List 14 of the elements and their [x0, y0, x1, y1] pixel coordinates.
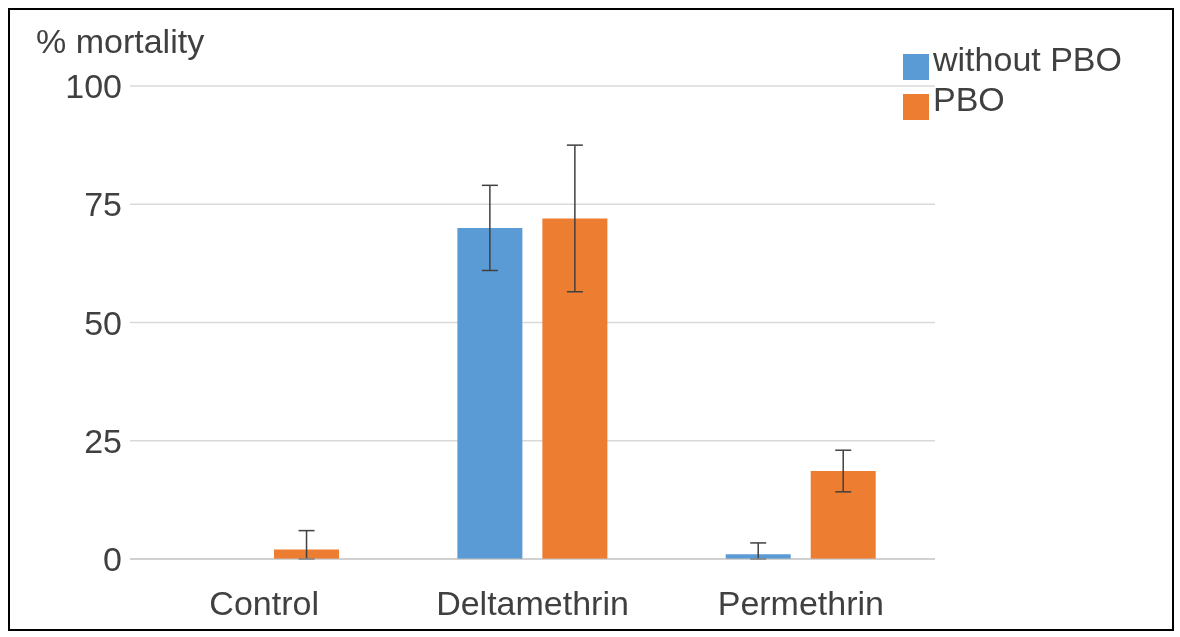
bar	[457, 227, 523, 559]
y-tick-label: 75	[84, 185, 122, 224]
legend-label: PBO	[933, 79, 1005, 118]
y-tick-label: 100	[65, 67, 122, 106]
bar	[810, 471, 876, 559]
legend-label: without PBO	[933, 40, 1122, 78]
bar	[542, 218, 608, 559]
x-tick-label: Control	[209, 584, 319, 623]
y-tick-label: 25	[84, 421, 122, 460]
x-tick-label: Permethrin	[717, 584, 884, 623]
y-axis-title: % mortality	[36, 22, 205, 61]
y-tick-label: 0	[103, 540, 122, 579]
x-tick-label: Deltamethrin	[436, 584, 629, 623]
y-tick-label: 50	[84, 303, 122, 342]
